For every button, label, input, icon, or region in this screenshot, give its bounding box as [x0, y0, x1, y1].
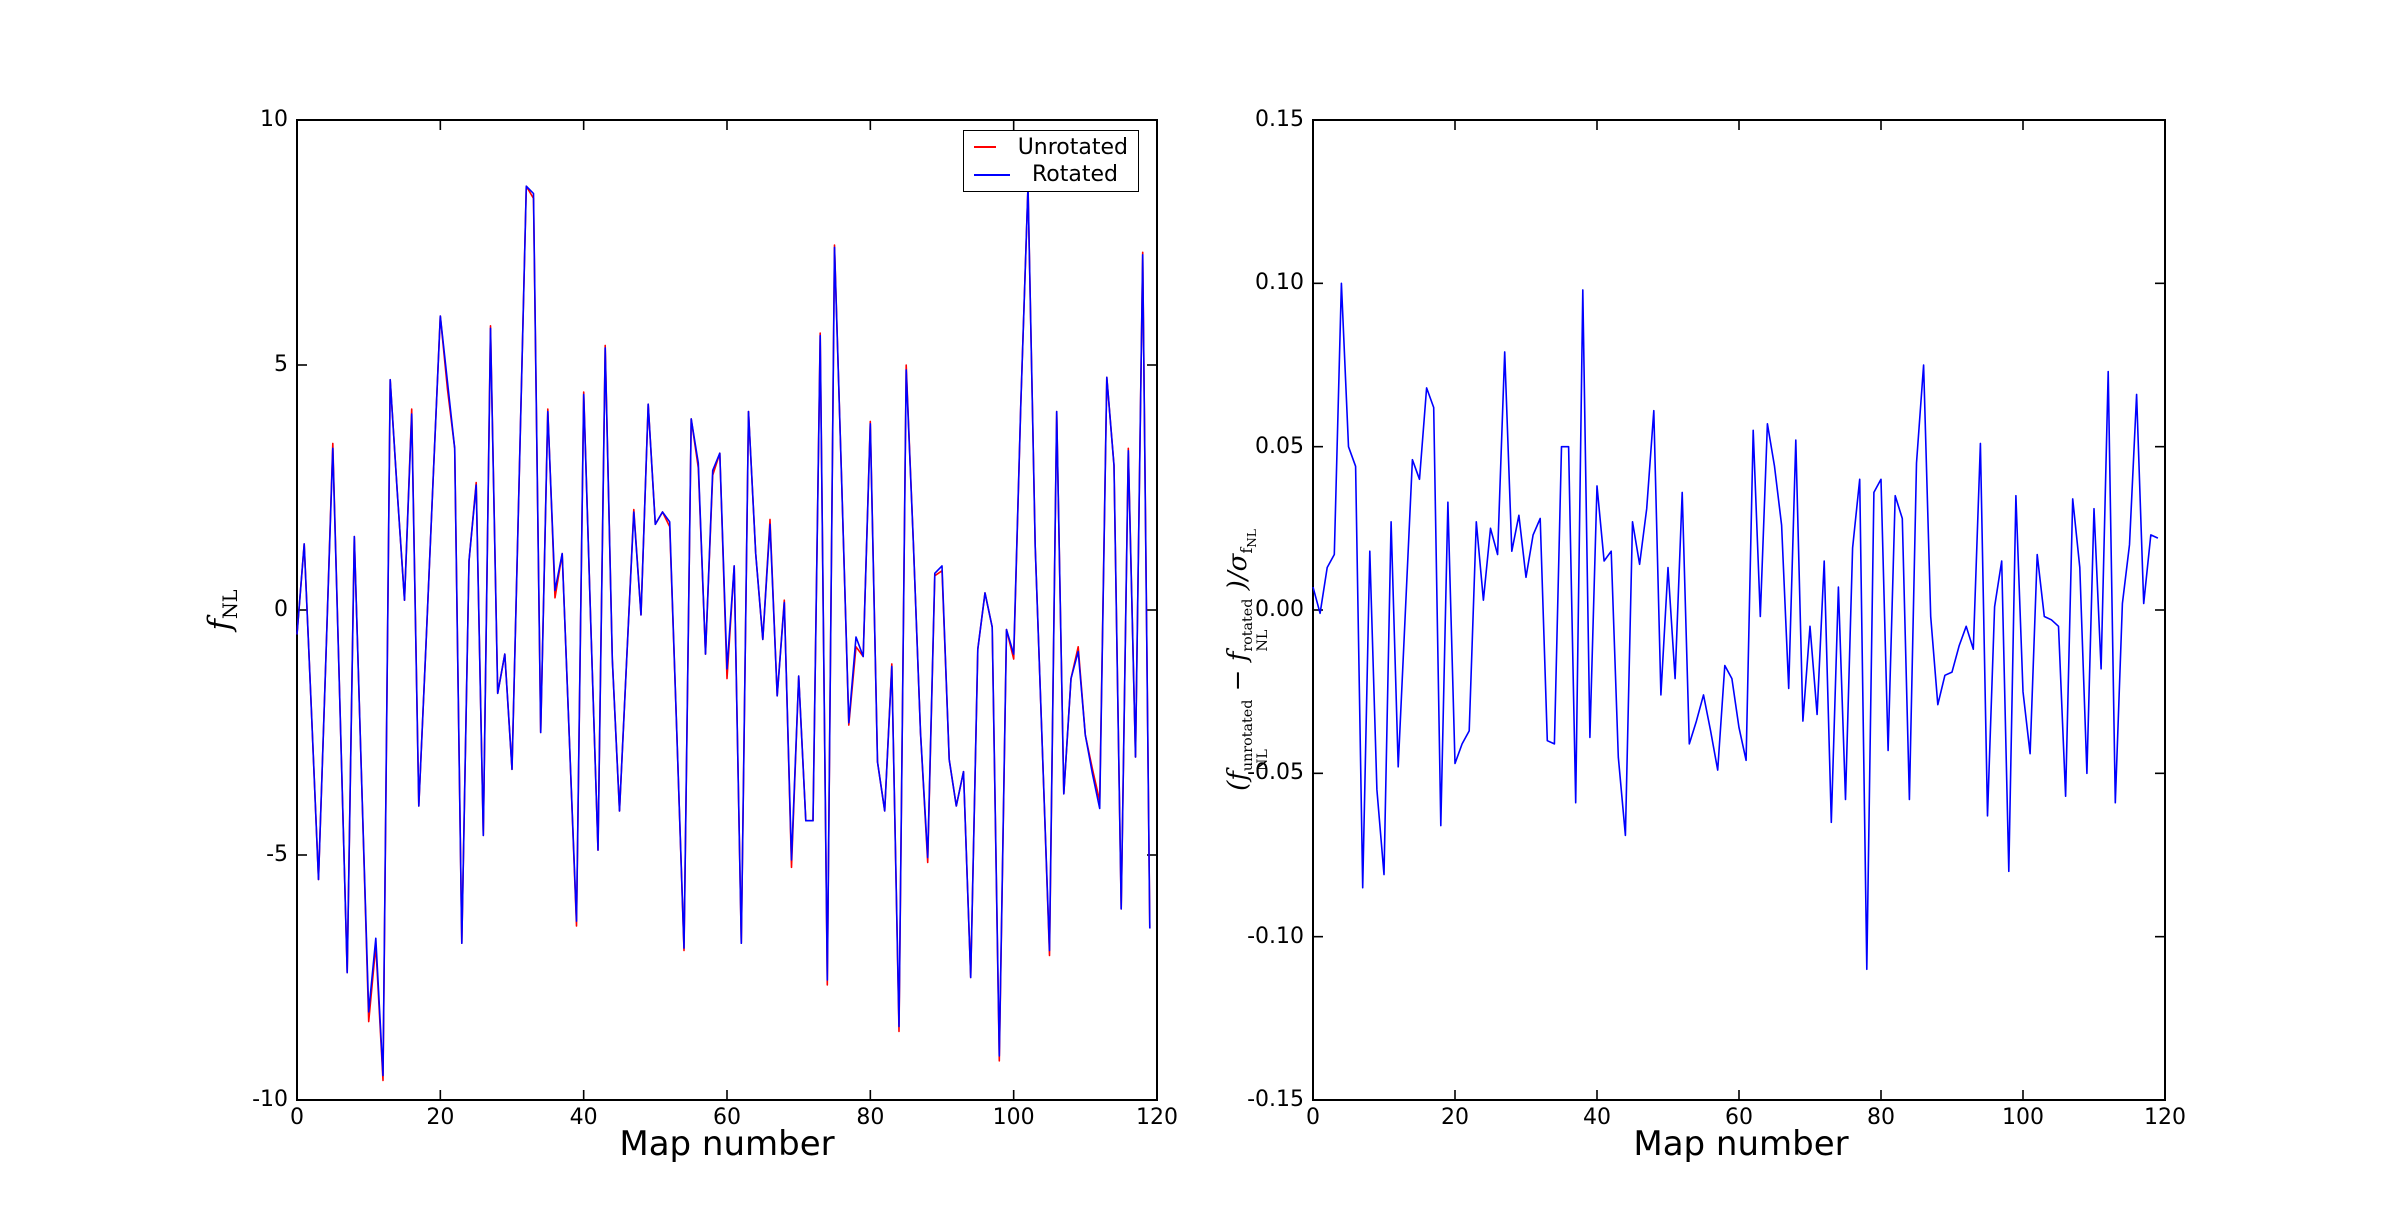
right-plot-xtick-label: 40 — [1583, 1105, 1611, 1130]
rotated-line-sample-icon — [974, 173, 1010, 176]
right-plot-xtick-label: 120 — [2144, 1105, 2186, 1130]
legend: Unrotated Rotated — [963, 130, 1139, 192]
left-plot-xtick-label: 0 — [290, 1105, 304, 1130]
right-plot-xtick-label: 0 — [1306, 1105, 1320, 1130]
left-plot-spines — [296, 119, 1158, 1101]
right-plot-xtick-label: 100 — [2002, 1105, 2044, 1130]
left-plot-xtick-label: 20 — [426, 1105, 455, 1130]
difference-line — [1312, 282, 2159, 971]
left-plot-ytick-label: -5 — [266, 842, 288, 867]
left-plot-ytick-label: -10 — [252, 1087, 288, 1112]
right-plot-ytick-label: -0.05 — [1247, 760, 1304, 786]
unrotated-line-sample-icon — [974, 146, 996, 149]
right-plot-spines — [1312, 119, 2166, 1101]
right-plot-xtick-label: 80 — [1867, 1105, 1895, 1130]
legend-row-rotated: Rotated — [974, 162, 1128, 188]
right-plot-ytick-label: 0.15 — [1255, 107, 1304, 132]
right-plot-xtick-label: 20 — [1441, 1105, 1469, 1130]
legend-row-unrotated: Unrotated — [974, 134, 1128, 160]
legend-label-rotated: Rotated — [1032, 162, 1118, 188]
legend-label-unrotated: Unrotated — [1017, 134, 1128, 160]
rotated-line — [296, 185, 1151, 1077]
left-plot-ytick-label: 10 — [260, 107, 288, 132]
left-plot-ytick-label: 5 — [274, 352, 288, 377]
left-plot-xtick-label: 60 — [713, 1105, 741, 1130]
right-plot-xtick-label: 60 — [1725, 1105, 1753, 1130]
left-xlabel: Map number — [619, 1124, 835, 1164]
right-plot-ytick-label: -0.10 — [1247, 923, 1304, 949]
unrotated-line — [296, 185, 1151, 1082]
right-plot-ytick-label: 0.00 — [1255, 597, 1304, 622]
right-plot-ytick-label: 0.05 — [1255, 433, 1304, 459]
left-plot-xtick-label: 40 — [569, 1105, 598, 1130]
left-plot-xtick-label: 80 — [856, 1105, 885, 1130]
right-xlabel: Map number — [1633, 1124, 1849, 1164]
right-ylabel: (f unrotated NL − f rotated NL )/σfNL — [1222, 529, 1272, 791]
left-plot-xtick-label: 100 — [992, 1105, 1035, 1130]
right-plot-ytick-label: 0.10 — [1255, 270, 1304, 296]
left-plot-ytick-label: 0 — [274, 597, 288, 622]
left-plot-xtick-label: 120 — [1136, 1105, 1178, 1130]
right-plot-ytick-label: -0.15 — [1247, 1087, 1304, 1112]
